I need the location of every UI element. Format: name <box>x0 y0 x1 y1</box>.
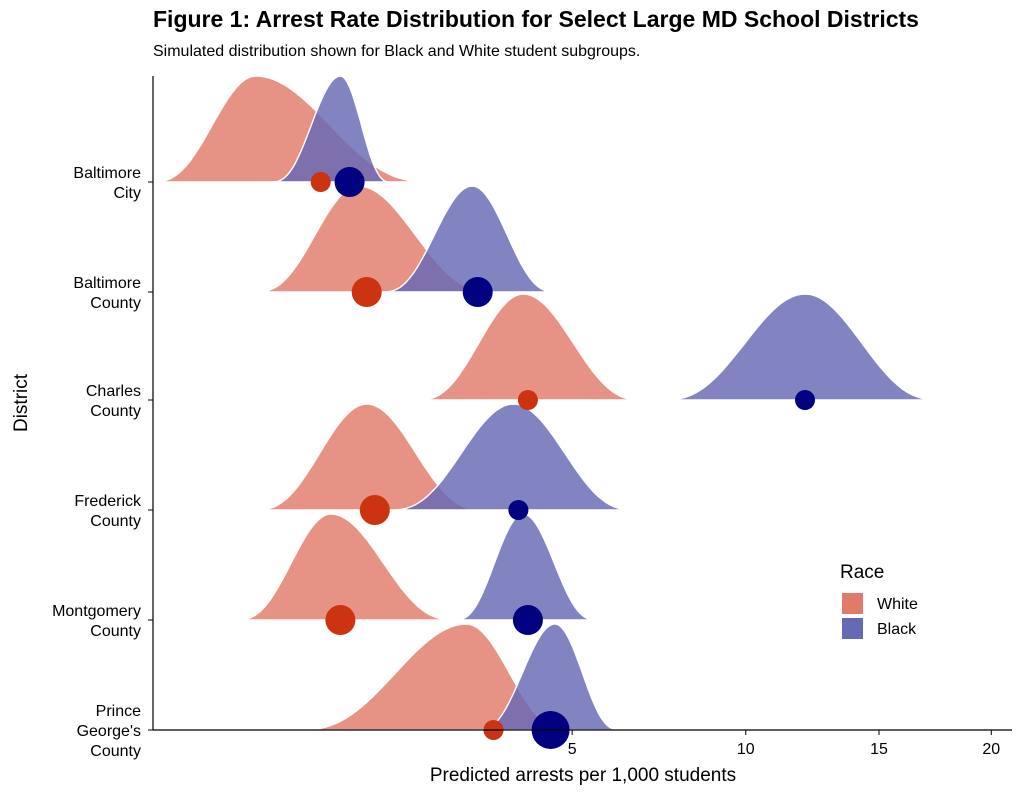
density-black-2 <box>390 403 635 511</box>
y-tick-label-5: Baltimore City <box>73 165 141 202</box>
legend-swatch-black <box>842 618 863 639</box>
density-white-1 <box>236 513 456 621</box>
point-white-2 <box>359 495 390 525</box>
y-tick-label-1: Montgomery County <box>52 603 141 640</box>
point-white-5 <box>310 172 331 192</box>
legend-label-black: Black <box>877 621 917 638</box>
point-layer <box>310 167 815 749</box>
y-tick-label-0: Prince George's County <box>77 703 142 760</box>
y-tick-label-2: Frederick County <box>74 493 142 530</box>
point-black-5 <box>334 167 365 197</box>
axes <box>152 76 1012 731</box>
density-black-4 <box>382 185 556 293</box>
point-black-3 <box>795 390 815 410</box>
density-black-3 <box>662 293 940 401</box>
legend-title: Race <box>840 562 884 583</box>
x-tick-label-3: 20 <box>982 741 1000 758</box>
density-layer <box>152 75 940 731</box>
legend-label-white: White <box>877 596 918 613</box>
density-black-0 <box>477 623 620 731</box>
x-tick-label-0: 5 <box>568 741 577 758</box>
x-axis-title: Predicted arrests per 1,000 students <box>430 765 736 786</box>
chart-subtitle: Simulated distribution shown for Black a… <box>153 43 641 60</box>
x-tick-label-1: 10 <box>737 741 755 758</box>
point-white-1 <box>325 605 356 635</box>
y-tick-label-3: Charles County <box>86 383 141 420</box>
legend: Race White Black <box>840 562 918 639</box>
y-axis-title: District <box>11 373 32 432</box>
density-black-1 <box>455 513 597 621</box>
density-black-5 <box>271 75 391 183</box>
point-white-3 <box>517 390 538 410</box>
density-white-3 <box>418 293 642 401</box>
x-tick-label-2: 15 <box>870 741 888 758</box>
point-black-1 <box>512 605 543 635</box>
y-tick-label-4: Baltimore County <box>73 275 141 312</box>
point-black-4 <box>462 277 493 307</box>
chart-title: Figure 1: Arrest Rate Distribution for S… <box>153 6 919 32</box>
point-white-4 <box>351 277 382 307</box>
point-black-2 <box>508 500 529 520</box>
density-white-5 <box>152 75 431 183</box>
legend-swatch-white <box>842 593 863 614</box>
